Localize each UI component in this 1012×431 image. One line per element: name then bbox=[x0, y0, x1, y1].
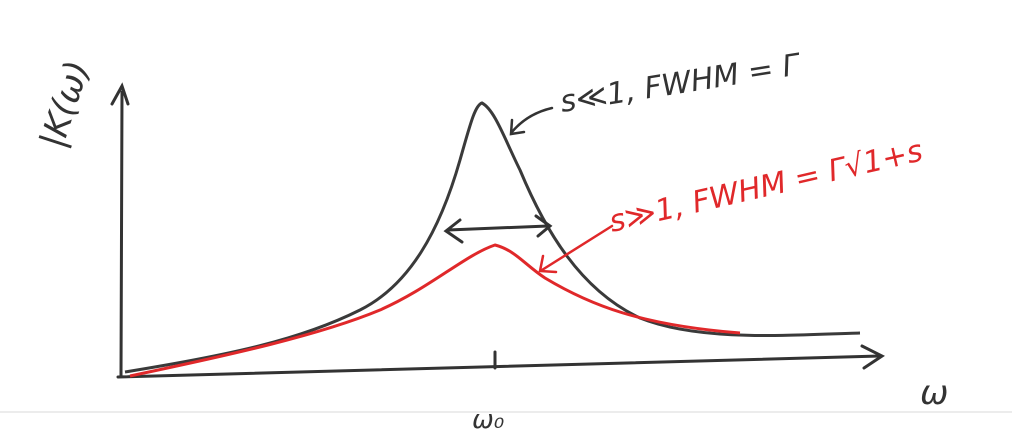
annotation-low: s≪1, FWHM = Γ bbox=[558, 47, 804, 120]
x-axis bbox=[118, 356, 880, 377]
diagram: |K(ω) ω ω₀ s≪1, FWHM = Γ s≫1, FWHM = Γ√1… bbox=[0, 0, 1012, 431]
axes bbox=[112, 86, 882, 377]
x-axis-label: ω bbox=[920, 373, 948, 413]
y-axis-label: |K(ω) bbox=[33, 56, 98, 153]
curve-high-saturation bbox=[130, 245, 740, 376]
curve-low-saturation bbox=[125, 103, 860, 372]
fwhm-arrow bbox=[446, 216, 550, 242]
pointer-black bbox=[511, 108, 552, 134]
center-label: ω₀ bbox=[472, 405, 505, 431]
y-axis bbox=[121, 92, 122, 376]
y-arrow bbox=[112, 86, 128, 104]
annotation-high: s≫1, FWHM = Γ√1+s bbox=[606, 134, 926, 240]
